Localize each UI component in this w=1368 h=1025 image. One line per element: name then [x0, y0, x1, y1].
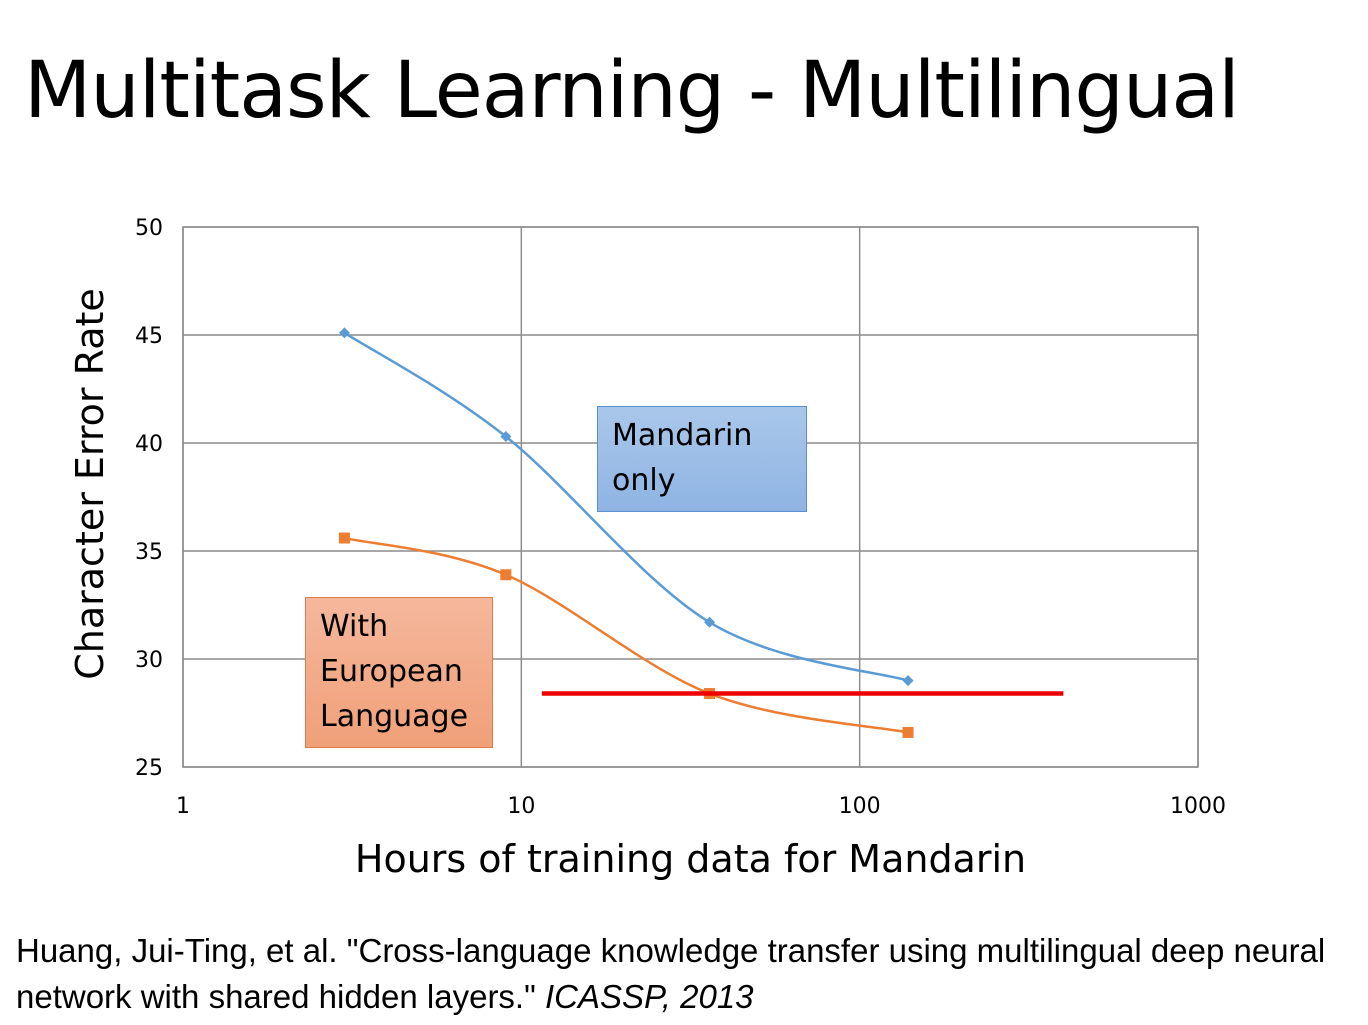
- european-language-callout: With European Language: [305, 597, 493, 748]
- data-point: [500, 431, 512, 443]
- series: [338, 327, 914, 738]
- slide-title: Multitask Learning - Multilingual: [24, 46, 1240, 136]
- y-tick-label: 50: [135, 216, 163, 241]
- callout-line: With: [320, 609, 389, 644]
- y-tick-label: 35: [135, 540, 163, 565]
- data-point: [500, 569, 512, 581]
- mandarin-only-callout: Mandarin only: [597, 406, 807, 512]
- x-tick-label: 100: [839, 794, 881, 819]
- x-tick-label: 1: [176, 794, 190, 819]
- tick-labels: 25 30 35 40 45 50 1 10 100 1000: [135, 216, 1226, 819]
- y-tick-label: 25: [135, 756, 163, 781]
- citation-venue: ICASSP, 2013: [544, 978, 754, 1015]
- y-axis-label: Character Error Rate: [68, 288, 112, 680]
- series-line: [343, 331, 909, 682]
- y-tick-label: 45: [135, 324, 163, 349]
- callout-line: only: [612, 463, 676, 498]
- x-tick-label: 10: [507, 794, 535, 819]
- data-point: [338, 532, 350, 544]
- x-tick-label: 1000: [1170, 794, 1226, 819]
- y-tick-label: 30: [135, 648, 163, 673]
- data-point: [338, 327, 350, 339]
- x-axis-label: Hours of training data for Mandarin: [354, 837, 1027, 881]
- plot-frame: [182, 226, 1199, 768]
- callout-line: Mandarin: [612, 418, 753, 453]
- citation: Huang, Jui-Ting, et al. "Cross-language …: [16, 928, 1356, 1020]
- citation-text: Huang, Jui-Ting, et al. "Cross-language …: [16, 932, 1326, 1015]
- callout-line: Language: [320, 699, 469, 734]
- data-point: [704, 616, 716, 628]
- gridlines: [182, 226, 1199, 768]
- data-point: [902, 726, 914, 738]
- data-point: [902, 675, 914, 687]
- y-tick-label: 40: [135, 432, 163, 457]
- series-line: [344, 536, 909, 734]
- callout-line: European: [320, 654, 463, 689]
